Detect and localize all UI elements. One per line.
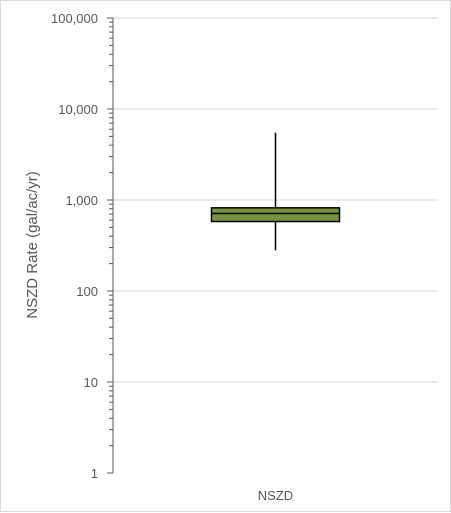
y-tick-labels: 1 10 100 1,000 10,000 100,000 [51, 11, 98, 481]
x-category-labels: NSZD [258, 488, 293, 503]
y-tick-label: 1 [91, 466, 98, 481]
y-tick-label: 100 [76, 284, 98, 299]
x-category-label: NSZD [258, 488, 293, 503]
box-plot-nszd [210, 132, 341, 251]
y-tick-label: 1,000 [65, 193, 98, 208]
interquartile-box [210, 207, 341, 223]
y-tick-label: 100,000 [51, 11, 98, 26]
y-tick-label: 10,000 [58, 102, 98, 117]
y-axis-title: NSZD Rate (gal/ac/yr) [24, 171, 41, 319]
box-plot-series [210, 132, 341, 251]
y-axis [107, 17, 114, 474]
y-tick-label: 10 [84, 375, 98, 390]
